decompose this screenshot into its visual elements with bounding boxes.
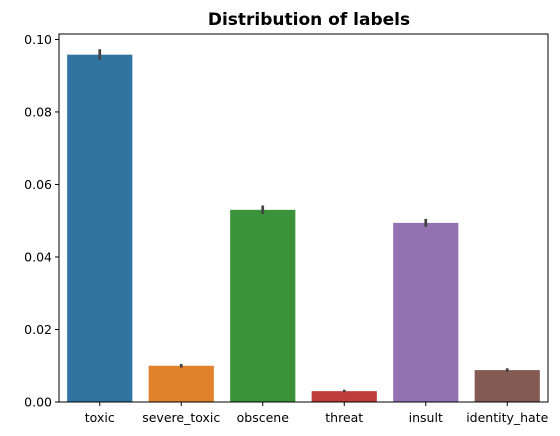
x-tick-label: toxic [85,410,115,425]
bar-identity-hate [474,370,540,402]
y-axis: 0.00 0.02 0.04 0.06 0.08 0.10 [24,32,59,410]
x-tick-label: obscene [237,410,290,425]
x-tick-label: severe_toxic [142,410,220,425]
y-tick-label: 0.06 [24,177,52,192]
x-axis: toxic severe_toxic obscene threat insult iden… [85,402,549,425]
chart-title: Distribution of labels [208,10,410,30]
y-tick-label: 0.02 [24,322,52,337]
x-tick-label: identity_hate [466,410,548,425]
x-tick-label: threat [325,410,363,425]
x-tick-label: insult [409,410,443,425]
bar-toxic [67,54,133,403]
bars-group [67,54,540,403]
bar-insult [393,222,459,402]
error-bars-group [98,49,509,393]
bar-severe-toxic [148,365,214,402]
bar-threat [311,391,377,402]
y-tick-label: 0.00 [24,395,52,410]
y-tick-label: 0.04 [24,249,52,264]
bar-obscene [230,209,296,402]
plot-frame [58,33,549,403]
y-tick-label: 0.08 [24,104,52,119]
y-tick-label: 0.10 [24,32,52,47]
